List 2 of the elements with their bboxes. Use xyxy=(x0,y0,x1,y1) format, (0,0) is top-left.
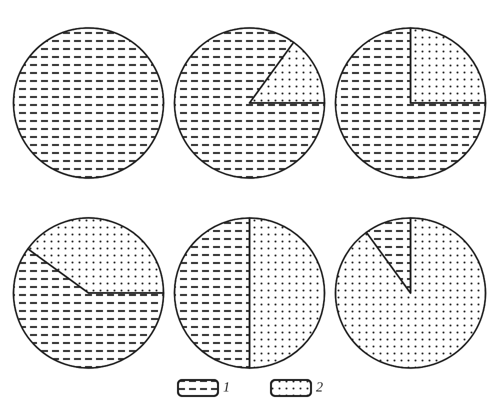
legend-label: 2 xyxy=(316,380,323,396)
legend-label: 1 xyxy=(223,380,230,396)
